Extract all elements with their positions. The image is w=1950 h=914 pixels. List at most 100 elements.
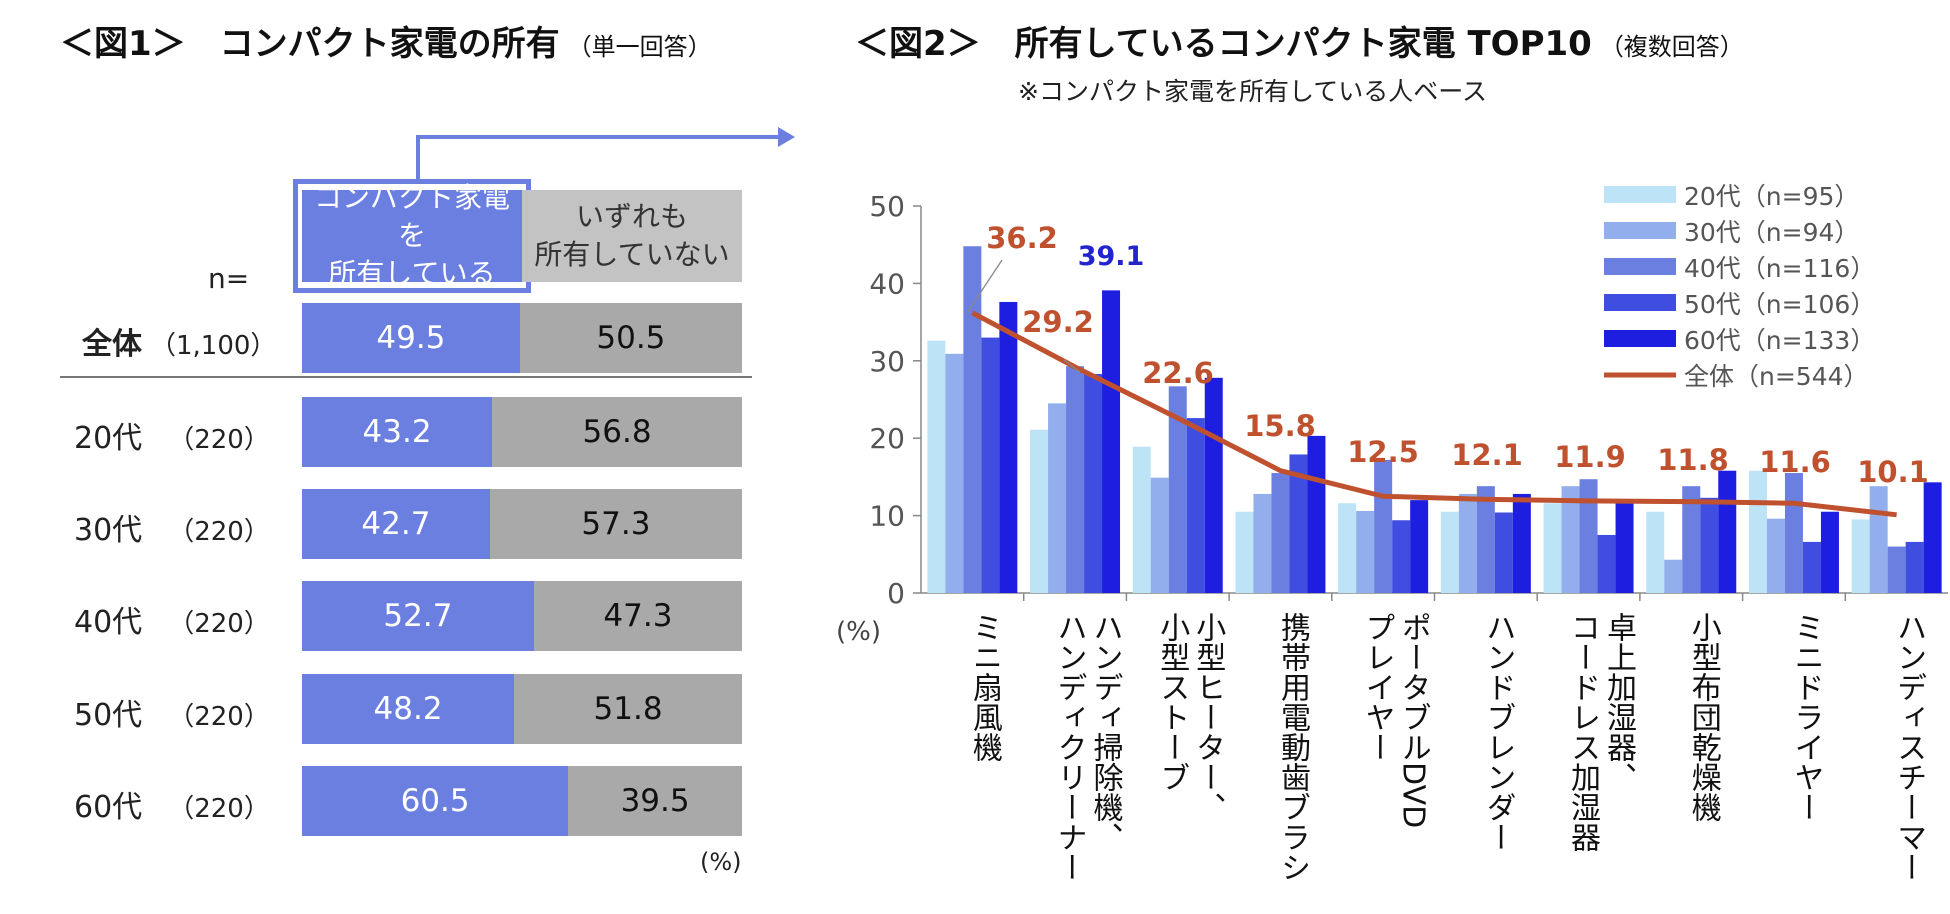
bar-4-cat-4: [1289, 454, 1308, 593]
y-axis-unit: (%): [836, 617, 881, 647]
bar-5-cat-7: [1615, 500, 1634, 593]
overall-line: [971, 310, 1897, 518]
line-value-label: 29.2: [1022, 305, 1094, 339]
bar-3-cat-6: [1476, 486, 1495, 593]
bar-1-cat-8: [1646, 511, 1665, 593]
fig1-title: ＜図1＞ コンパクト家電の所有 （単一回答）: [60, 16, 712, 65]
fig1-title-sub: （単一回答）: [567, 33, 712, 61]
bar-4-cat-5: [1392, 520, 1411, 593]
line-value-label: 11.6: [1759, 445, 1831, 479]
fig1-row-group: 30代: [74, 513, 143, 548]
bar-5-cat-6: [1512, 493, 1531, 593]
legend-swatch: [1604, 294, 1676, 311]
bar-5-cat-3: [1204, 377, 1223, 593]
category-label: ハンディスチーマー: [1891, 612, 1926, 882]
line-value-label: 11.8: [1657, 443, 1729, 477]
category-label: ハンドブレンダー: [1480, 612, 1515, 852]
fig1-bar-not-owned: 57.3: [489, 489, 742, 559]
fig1-bar-not-owned: 39.5: [568, 766, 742, 836]
category-label: 小型布団乾燥機: [1686, 612, 1722, 822]
fig1-connector-arrow: [416, 127, 795, 180]
line-value-label: 22.6: [1142, 356, 1214, 390]
bar-3-cat-3: [1168, 386, 1187, 593]
y-tick-label: 20: [869, 422, 905, 455]
y-tick-label: 50: [869, 190, 905, 223]
bar-2-cat-9: [1766, 518, 1785, 593]
bar-3-cat-4: [1271, 473, 1290, 593]
bar-1-cat-6: [1440, 511, 1459, 593]
fig1-header-not-owned: いずれも 所有していない: [522, 190, 742, 282]
bar-4-cat-2: [1084, 373, 1103, 593]
fig2-title: ＜図2＞ 所有しているコンパクト家電 TOP10 （複数回答）: [855, 16, 1744, 65]
leader-line: [966, 259, 1003, 314]
fig1-row-n: （220）: [168, 702, 270, 732]
fig1-row-n: （220）: [168, 794, 270, 824]
fig1-title-text: ＜図1＞ コンパクト家電の所有: [60, 24, 560, 64]
fig1-header-not-owned-line2: 所有していない: [534, 238, 730, 271]
fig1-n-label: n=: [208, 262, 250, 295]
bar-1-cat-2: [1030, 429, 1049, 593]
highlight-value-label: 39.1: [1078, 241, 1145, 272]
fig1-row-n: （220）: [168, 517, 270, 547]
category-label: ミニ扇風機: [967, 612, 1003, 762]
fig1-row-label: 60代 （220）: [74, 782, 270, 826]
fig1-bar-owned: 43.2: [302, 397, 493, 467]
legend-label: 60代（n=133）: [1684, 326, 1875, 355]
bar-1-cat-9: [1748, 470, 1767, 593]
fig1-row-n: （220）: [168, 609, 270, 639]
bar-3-cat-1: [963, 246, 982, 594]
bar-2-cat-4: [1253, 493, 1272, 593]
bar-1-cat-3: [1132, 446, 1151, 593]
bar-1-cat-5: [1338, 503, 1357, 593]
fig1-row-group: 20代: [74, 421, 143, 456]
bar-3-cat-2: [1066, 366, 1085, 593]
category-label: ハンディクリーナー: [1052, 612, 1087, 882]
bar-5-cat-4: [1307, 435, 1326, 593]
fig1-bar-not-owned: 51.8: [514, 674, 742, 744]
fig1-row-group: 全体: [82, 327, 142, 362]
line-value-label: 36.2: [986, 221, 1058, 255]
bar-5-cat-5: [1410, 500, 1429, 593]
bar-4-cat-3: [1186, 418, 1205, 593]
bar-5-cat-8: [1718, 470, 1737, 593]
bar-2-cat-2: [1048, 403, 1067, 593]
bar-3-cat-5: [1374, 459, 1393, 593]
bar-2-cat-6: [1458, 493, 1477, 593]
category-label: プレイヤー: [1360, 612, 1395, 762]
fig1-unit: (%): [700, 848, 742, 876]
fig1-row-label: 全体 （1,100）: [82, 319, 276, 363]
legend-swatch: [1604, 186, 1676, 203]
fig1-row-group: 60代: [74, 790, 143, 825]
bar-2-cat-8: [1664, 559, 1683, 593]
category-label: ミニドライヤー: [1788, 612, 1823, 822]
category-label: 卓上加湿器、: [1601, 612, 1637, 792]
fig1-bar-owned: 49.5: [302, 303, 520, 373]
fig1-bar-not-owned: 50.5: [519, 303, 742, 373]
category-label: コードレス加湿器: [1565, 612, 1601, 852]
fig1-bar-owned: 52.7: [302, 581, 534, 651]
category-label: 小型ストーブ: [1154, 612, 1190, 792]
y-tick-label: 30: [869, 345, 905, 378]
bar-5-cat-1: [999, 301, 1018, 593]
legend-label: 50代（n=106）: [1684, 290, 1875, 319]
bar-5-cat-2: [1102, 290, 1121, 593]
bar-2-cat-1: [945, 353, 964, 593]
legend-label: 40代（n=116）: [1684, 254, 1875, 283]
bar-2-cat-5: [1356, 510, 1375, 593]
fig1-row-group: 50代: [74, 698, 143, 733]
fig1-row-label: 20代 （220）: [74, 413, 270, 457]
bar-3-cat-8: [1682, 486, 1701, 593]
y-tick-label: 0: [887, 577, 905, 610]
legend-label: 全体（n=544）: [1684, 362, 1869, 391]
fig1-row-n: （1,100）: [150, 331, 277, 361]
line-value-label: 11.9: [1554, 440, 1626, 474]
fig2-base-note: ※コンパクト家電を所有している人ベース: [1018, 77, 1487, 106]
bar-4-cat-10: [1905, 541, 1924, 593]
fig1-bar-owned: 60.5: [302, 766, 569, 836]
legend-label: 20代（n=95）: [1684, 182, 1859, 211]
bar-1-cat-1: [927, 340, 946, 593]
y-tick-label: 10: [869, 500, 905, 533]
bar-1-cat-4: [1235, 511, 1254, 593]
fig1-row-label: 40代 （220）: [74, 597, 270, 641]
